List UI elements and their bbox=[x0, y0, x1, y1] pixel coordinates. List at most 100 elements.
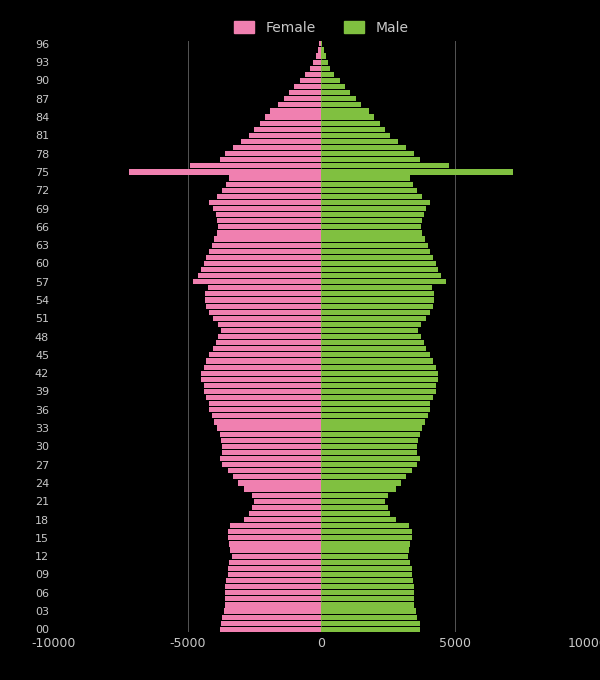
Bar bbox=[321, 358, 433, 364]
Bar bbox=[321, 420, 425, 424]
Bar bbox=[227, 572, 321, 577]
Bar bbox=[321, 480, 401, 486]
Bar bbox=[321, 96, 356, 101]
Bar bbox=[321, 243, 428, 248]
Bar bbox=[321, 322, 421, 327]
Bar bbox=[321, 267, 439, 272]
Bar bbox=[214, 420, 321, 424]
Bar bbox=[321, 523, 409, 528]
Bar bbox=[321, 126, 385, 132]
Bar bbox=[321, 426, 422, 430]
Bar bbox=[321, 224, 421, 229]
Bar bbox=[295, 84, 321, 89]
Bar bbox=[218, 322, 321, 327]
Bar bbox=[225, 596, 321, 601]
Bar bbox=[206, 358, 321, 364]
Bar bbox=[321, 615, 417, 619]
Bar bbox=[321, 590, 415, 596]
Bar bbox=[321, 383, 436, 388]
Bar bbox=[321, 547, 409, 553]
Bar bbox=[249, 511, 321, 516]
Bar bbox=[226, 578, 321, 583]
Bar bbox=[217, 231, 321, 235]
Bar bbox=[321, 572, 412, 577]
Bar bbox=[208, 285, 321, 290]
Bar bbox=[321, 364, 436, 370]
Bar bbox=[224, 609, 321, 613]
Bar bbox=[321, 297, 434, 303]
Bar bbox=[226, 182, 321, 187]
Bar bbox=[321, 303, 433, 309]
Bar bbox=[321, 249, 430, 254]
Bar bbox=[321, 474, 406, 479]
Bar bbox=[321, 255, 433, 260]
Bar bbox=[205, 297, 321, 303]
Bar bbox=[321, 438, 418, 443]
Bar bbox=[206, 395, 321, 401]
Bar bbox=[233, 145, 321, 150]
Bar bbox=[321, 492, 388, 498]
Bar bbox=[251, 505, 321, 510]
Bar bbox=[201, 267, 321, 272]
Bar bbox=[321, 627, 420, 632]
Bar bbox=[321, 554, 408, 559]
Bar bbox=[230, 547, 321, 553]
Bar bbox=[321, 218, 422, 223]
Bar bbox=[321, 48, 323, 52]
Bar bbox=[213, 346, 321, 352]
Bar bbox=[321, 212, 424, 217]
Bar bbox=[215, 212, 321, 217]
Bar bbox=[321, 54, 326, 58]
Bar bbox=[299, 78, 321, 83]
Bar bbox=[270, 108, 321, 114]
Bar bbox=[321, 285, 432, 290]
Bar bbox=[321, 621, 420, 626]
Bar bbox=[321, 541, 410, 547]
Bar bbox=[213, 316, 321, 321]
Bar bbox=[213, 206, 321, 211]
Bar bbox=[209, 249, 321, 254]
Bar bbox=[321, 157, 420, 163]
Bar bbox=[232, 554, 321, 559]
Bar bbox=[321, 133, 391, 138]
Bar bbox=[321, 505, 388, 510]
Bar bbox=[220, 157, 321, 163]
Bar bbox=[321, 602, 415, 607]
Bar bbox=[225, 584, 321, 590]
Bar bbox=[321, 444, 417, 449]
Bar bbox=[209, 352, 321, 358]
Bar bbox=[321, 456, 420, 461]
Legend: Female, Male: Female, Male bbox=[228, 15, 414, 40]
Bar bbox=[254, 126, 321, 132]
Bar bbox=[221, 438, 321, 443]
Bar bbox=[321, 316, 427, 321]
Bar bbox=[321, 407, 430, 412]
Bar bbox=[198, 273, 321, 278]
Bar bbox=[215, 340, 321, 345]
Bar bbox=[321, 102, 361, 107]
Bar bbox=[203, 261, 321, 266]
Bar bbox=[321, 413, 428, 418]
Bar bbox=[229, 560, 321, 565]
Bar bbox=[321, 371, 439, 376]
Bar bbox=[222, 444, 321, 449]
Bar bbox=[289, 90, 321, 95]
Bar bbox=[321, 462, 417, 467]
Bar bbox=[321, 401, 430, 406]
Bar bbox=[249, 133, 321, 138]
Bar bbox=[321, 389, 436, 394]
Bar bbox=[316, 54, 321, 58]
Bar bbox=[225, 151, 321, 156]
Bar bbox=[222, 462, 321, 467]
Bar bbox=[321, 114, 374, 120]
Bar bbox=[321, 151, 415, 156]
Bar bbox=[321, 60, 328, 65]
Bar bbox=[212, 413, 321, 418]
Bar bbox=[229, 541, 321, 547]
Bar bbox=[321, 334, 421, 339]
Bar bbox=[241, 139, 321, 144]
Bar bbox=[321, 206, 427, 211]
Bar bbox=[220, 627, 321, 632]
Bar bbox=[321, 309, 430, 315]
Bar bbox=[225, 590, 321, 596]
